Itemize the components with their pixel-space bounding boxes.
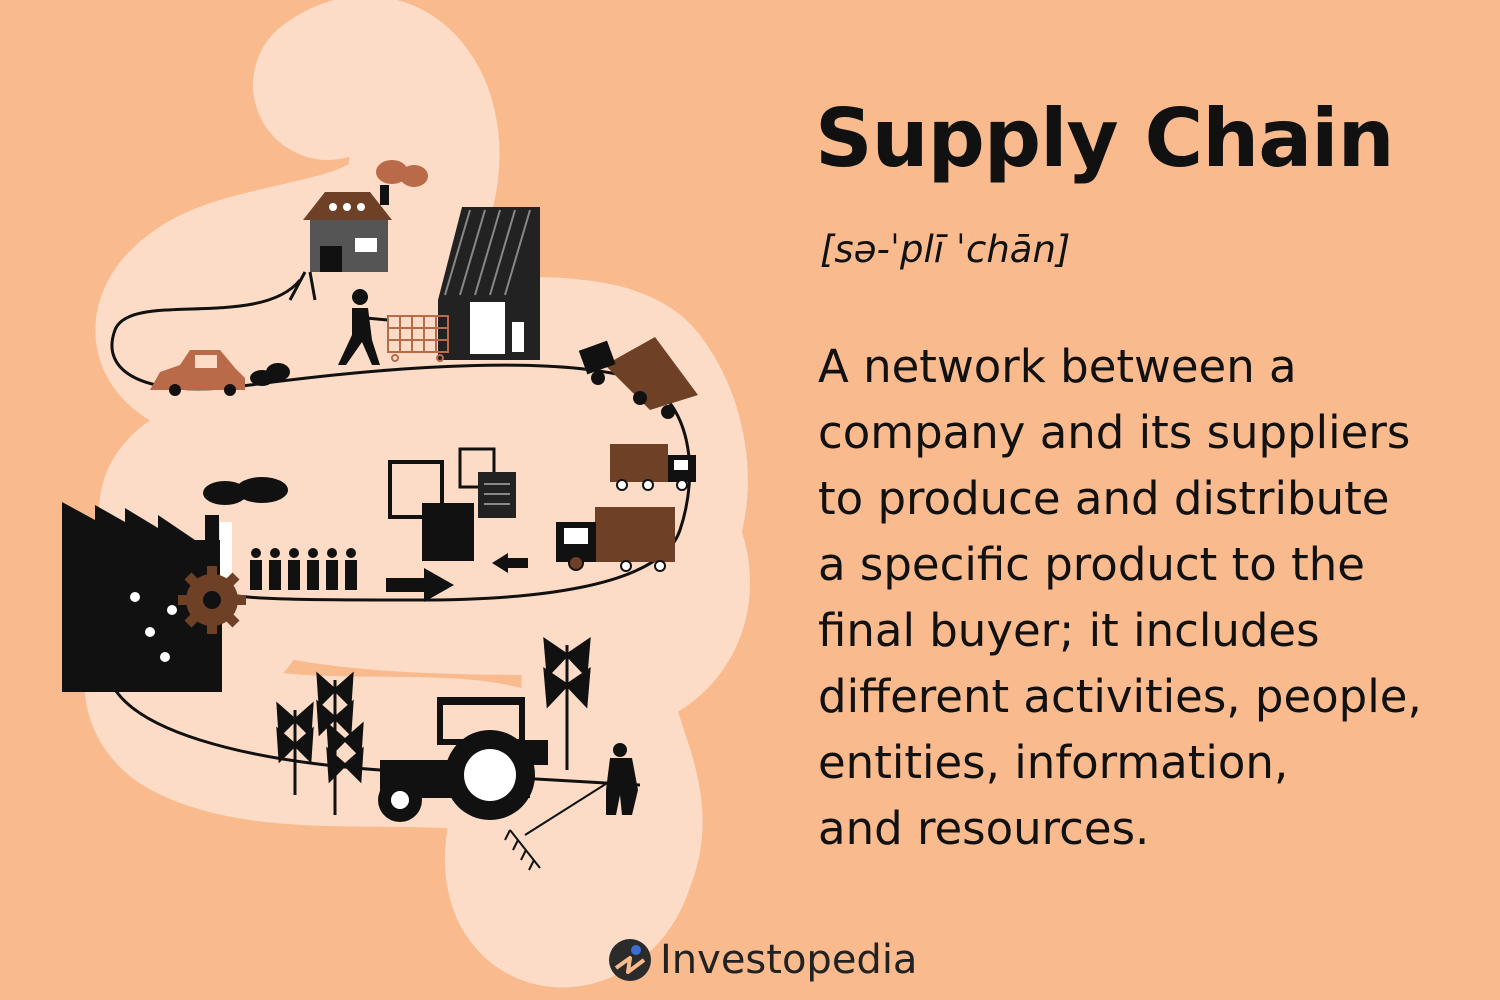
solar-building-icon	[438, 207, 540, 360]
plant-icon	[316, 671, 364, 815]
definition-line: and resources.	[818, 802, 1150, 855]
definition: A network between a company and its supp…	[818, 334, 1458, 862]
farmer-icon	[606, 743, 638, 815]
shopper-icon	[338, 289, 389, 365]
shopping-cart-icon	[387, 315, 449, 362]
car-icon	[150, 350, 245, 396]
brand-logo[interactable]: Investopedia	[608, 930, 917, 990]
delivery-truck-icon	[556, 507, 675, 572]
plant-icon	[276, 701, 314, 795]
supply-chain-illustration	[62, 0, 750, 988]
definition-line: entities, information,	[818, 736, 1289, 789]
definition-line: A network between a	[818, 340, 1297, 393]
exhaust-icon	[250, 363, 290, 386]
definition-line: a specific product to the	[818, 538, 1365, 591]
tractor-icon	[378, 697, 548, 822]
factory-icon	[62, 502, 232, 692]
definition-line: company and its suppliers	[818, 406, 1411, 459]
workers-icon	[250, 548, 357, 590]
arrow-left-icon	[492, 553, 528, 573]
arrow-right-icon	[386, 568, 454, 602]
definition-line: different activities, people,	[818, 670, 1422, 723]
page-title: Supply Chain	[815, 92, 1395, 185]
smoke-icon	[376, 160, 428, 187]
house-icon	[288, 185, 392, 301]
delivery-truck-icon	[610, 444, 696, 491]
definition-line: to produce and distribute	[818, 472, 1390, 525]
smoke-icon	[203, 477, 288, 505]
delivery-truck-icon	[578, 337, 698, 419]
definition-line: final buyer; it includes	[818, 604, 1320, 657]
rake-icon	[504, 779, 613, 871]
path-band	[84, 0, 750, 988]
brand-name: Investopedia	[660, 937, 918, 983]
gear-icon	[178, 566, 246, 634]
documents-icon	[388, 447, 516, 561]
pronunciation: [sə-ˈplī ˈchān]	[820, 228, 1071, 271]
investopedia-logo-icon	[609, 939, 651, 981]
plant-icon	[543, 636, 591, 770]
